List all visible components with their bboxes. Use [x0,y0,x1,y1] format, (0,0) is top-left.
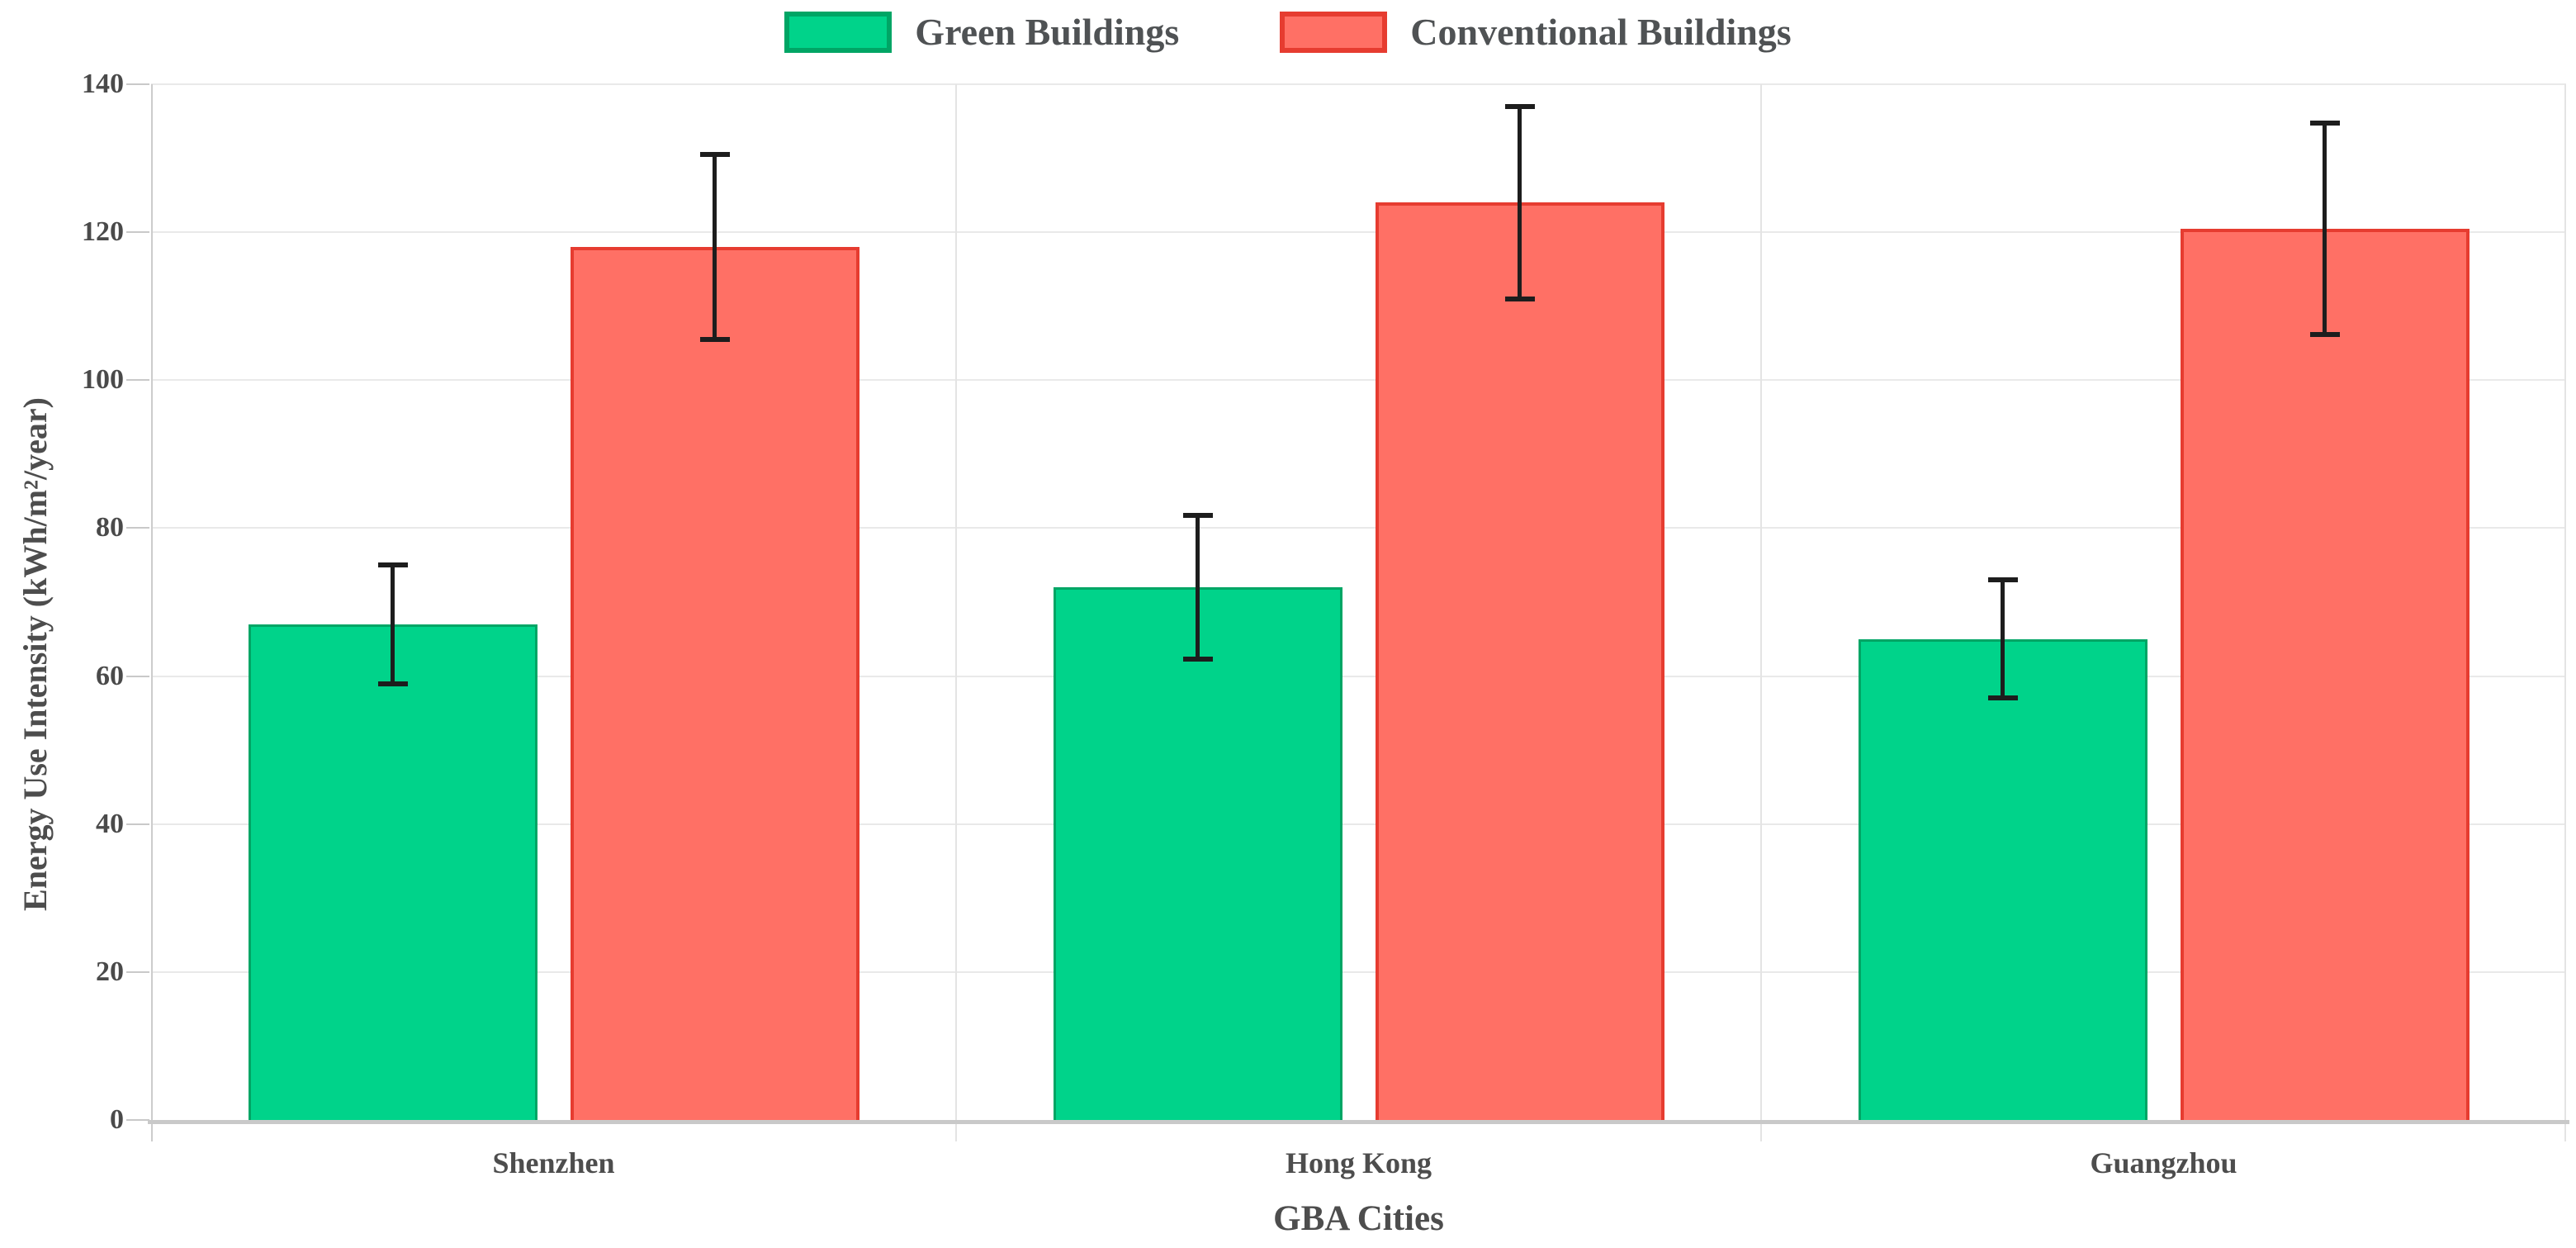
bar-conventional-buildings-guangzhou [2180,228,2469,1120]
error-bar-bottom-cap [1504,296,1535,301]
y-tick-label: 60 [96,660,124,691]
plot-area [126,83,2569,1141]
x-tick-label-guangzhou: Guangzhou [2090,1146,2237,1179]
error-bar-bottom-cap [699,337,730,343]
gridline-20 [151,970,2566,973]
x-axis-tick-labels: Shenzhen Hong Kong Guangzhou [151,1148,2566,1184]
y-tick-mark [126,231,149,234]
error-bar-top-cap [377,562,408,568]
error-bar-line [2323,122,2327,335]
legend: Green Buildings Conventional Buildings [0,12,2576,53]
error-bar-line [713,154,717,339]
x-tick-label-shenzhen: Shenzhen [492,1146,615,1179]
x-axis-title: GBA Cities [1273,1199,1444,1238]
bar-green-buildings-guangzhou [1858,638,2147,1120]
green-series-swatch-icon [784,12,893,53]
error-bar-line [1518,106,1522,299]
legend-label: Conventional Buildings [1410,11,1792,53]
y-tick-mark [126,379,149,382]
y-axis-tick-labels: 0 20 40 60 80 100 120 140 [0,70,124,1134]
bar-green-buildings-shenzhen [248,624,537,1120]
error-bar-bottom-cap [1182,656,1213,662]
category-separator [1760,84,1762,1141]
y-tick-label: 40 [96,808,124,839]
y-tick-label: 20 [96,956,124,987]
y-tick-mark [126,83,149,85]
legend-item-green-buildings[interactable]: Green Buildings [784,12,1179,53]
y-tick-mark [126,675,149,677]
bar-conventional-buildings-shenzhen [570,247,859,1120]
gridline-80 [151,527,2566,529]
error-bar-top-cap [1987,577,2018,583]
x-tick-label-hong-kong: Hong Kong [1285,1146,1432,1179]
x-axis-line [148,1120,2569,1124]
y-tick-mark [126,1119,149,1121]
error-bar-top-cap [2309,120,2340,126]
y-tick-label: 100 [82,364,124,396]
red-series-swatch-icon [1280,12,1388,53]
error-bar-top-cap [699,152,730,158]
y-tick-label: 80 [96,512,124,543]
gridline-100 [151,379,2566,382]
y-tick-label: 140 [82,69,124,99]
error-bar-line [391,565,395,684]
plot-left-border [151,84,153,1141]
legend-label: Green Buildings [915,11,1180,53]
error-bar-line [2001,580,2005,699]
error-bar-bottom-cap [2309,331,2340,337]
error-bar-bottom-cap [377,681,408,686]
bar-conventional-buildings-hong-kong [1375,202,1664,1120]
error-bar-top-cap [1504,103,1535,109]
y-tick-label: 0 [110,1104,124,1135]
category-separator [955,84,957,1141]
error-bar-top-cap [1182,513,1213,519]
plot-right-border [2564,84,2566,1141]
gridline-60 [151,675,2566,677]
y-tick-mark [126,527,149,529]
gridline-120 [151,231,2566,234]
error-bar-line [1196,515,1200,659]
gridline-40 [151,823,2566,825]
gridline-140 [151,83,2566,85]
legend-item-conventional-buildings[interactable]: Conventional Buildings [1280,11,1792,53]
y-tick-mark [126,823,149,825]
error-bar-bottom-cap [1987,695,2018,701]
bar-green-buildings-hong-kong [1053,587,1342,1120]
y-tick-label: 120 [82,216,124,248]
y-tick-mark [126,970,149,973]
